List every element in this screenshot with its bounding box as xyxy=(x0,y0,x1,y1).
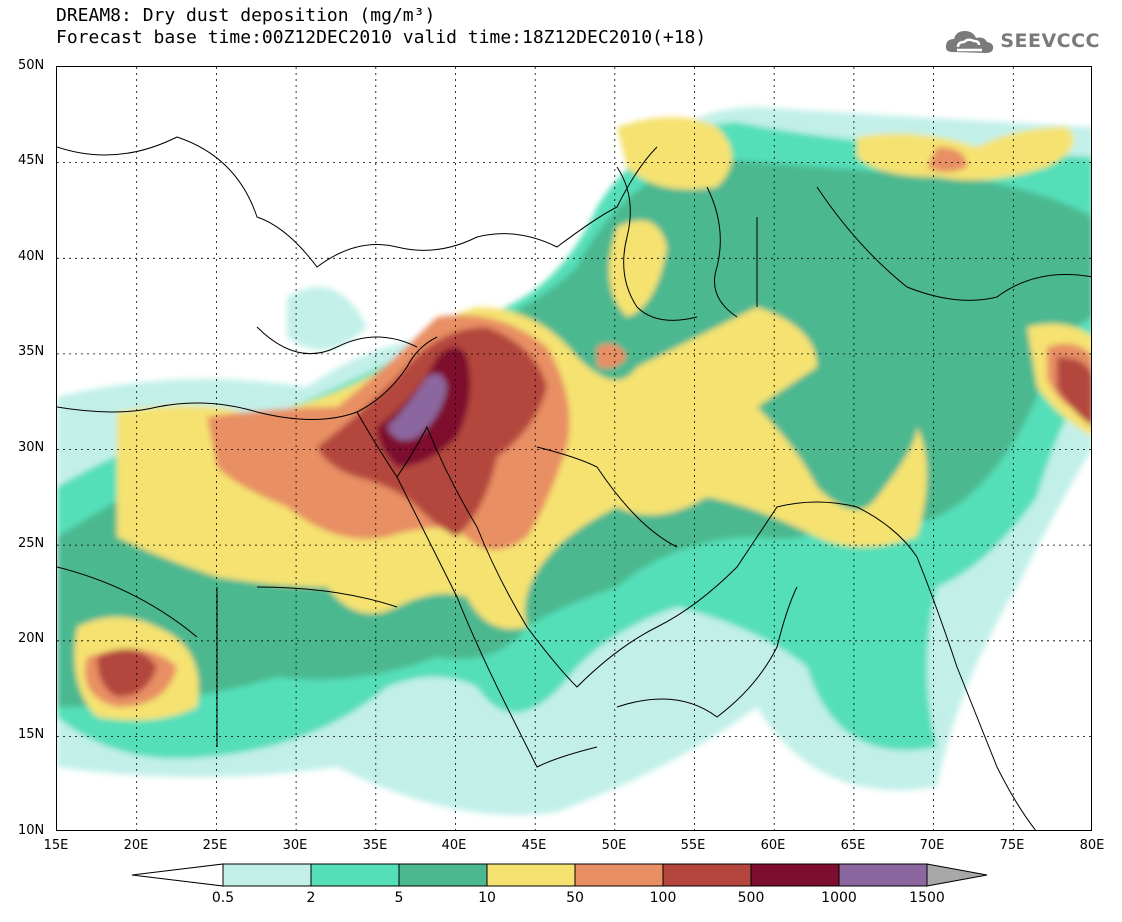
lon-label-15e: 15E xyxy=(43,838,69,853)
colorbar-swatch-100 xyxy=(662,863,752,887)
colorbar-label: 100 xyxy=(649,890,677,906)
colorbar-label: 1000 xyxy=(821,890,857,906)
lon-label-80e: 80E xyxy=(1079,838,1105,853)
lon-label-20e: 20E xyxy=(123,838,149,853)
colorbar-over-triangle xyxy=(926,863,988,887)
lat-label-15n: 15N xyxy=(18,727,45,742)
map-area xyxy=(56,66,1092,831)
level-1000-region xyxy=(387,373,447,441)
lat-label-25n: 25N xyxy=(18,536,45,551)
lon-label-35e: 35E xyxy=(362,838,388,853)
lon-label-45e: 45E xyxy=(521,838,547,853)
colorbar-swatch-10 xyxy=(486,863,576,887)
lat-label-30n: 30N xyxy=(18,440,45,455)
lon-label-40e: 40E xyxy=(441,838,467,853)
lat-label-20n: 20N xyxy=(18,631,45,646)
colorbar-label: 5 xyxy=(394,890,404,906)
lon-label-25e: 25E xyxy=(202,838,228,853)
lon-label-50e: 50E xyxy=(601,838,627,853)
map-subtitle: Forecast base time:00Z12DEC2010 valid ti… xyxy=(56,27,707,48)
colorbar-swatch-5 xyxy=(398,863,488,887)
lat-label-45n: 45N xyxy=(18,153,45,168)
lon-label-75e: 75E xyxy=(999,838,1025,853)
dust-map xyxy=(57,67,1091,830)
cloud-icon xyxy=(946,31,994,53)
colorbar-swatch-50 xyxy=(574,863,664,887)
colorbar-label: 500 xyxy=(737,890,765,906)
lon-label-55e: 55E xyxy=(680,838,706,853)
colorbar-label: 2 xyxy=(306,890,316,906)
lon-label-60e: 60E xyxy=(760,838,786,853)
colorbar-label: 1500 xyxy=(909,890,945,906)
lon-label-70e: 70E xyxy=(919,838,945,853)
lat-label-10n: 10N xyxy=(18,823,45,838)
lon-label-65e: 65E xyxy=(840,838,866,853)
colorbar xyxy=(131,863,988,887)
colorbar-swatch-2 xyxy=(310,863,400,887)
lon-label-30e: 30E xyxy=(282,838,308,853)
map-title: DREAM8: Dry dust deposition (mg/m³) xyxy=(56,5,436,26)
colorbar-label: 50 xyxy=(566,890,584,906)
colorbar-label: 10 xyxy=(478,890,496,906)
colorbar-swatch-500 xyxy=(750,863,840,887)
colorbar-swatch-1000 xyxy=(838,863,928,887)
lat-label-50n: 50N xyxy=(18,58,45,73)
logo-text: SEEVCCC xyxy=(1000,30,1100,52)
graticule xyxy=(57,67,1091,830)
lat-label-40n: 40N xyxy=(18,249,45,264)
colorbar-under-triangle xyxy=(131,863,224,887)
seevccc-logo: SEEVCCC xyxy=(944,26,1100,56)
colorbar-swatch-0p5 xyxy=(222,863,312,887)
lat-label-35n: 35N xyxy=(18,344,45,359)
coastlines xyxy=(57,136,1091,830)
colorbar-label: 0.5 xyxy=(211,890,235,906)
